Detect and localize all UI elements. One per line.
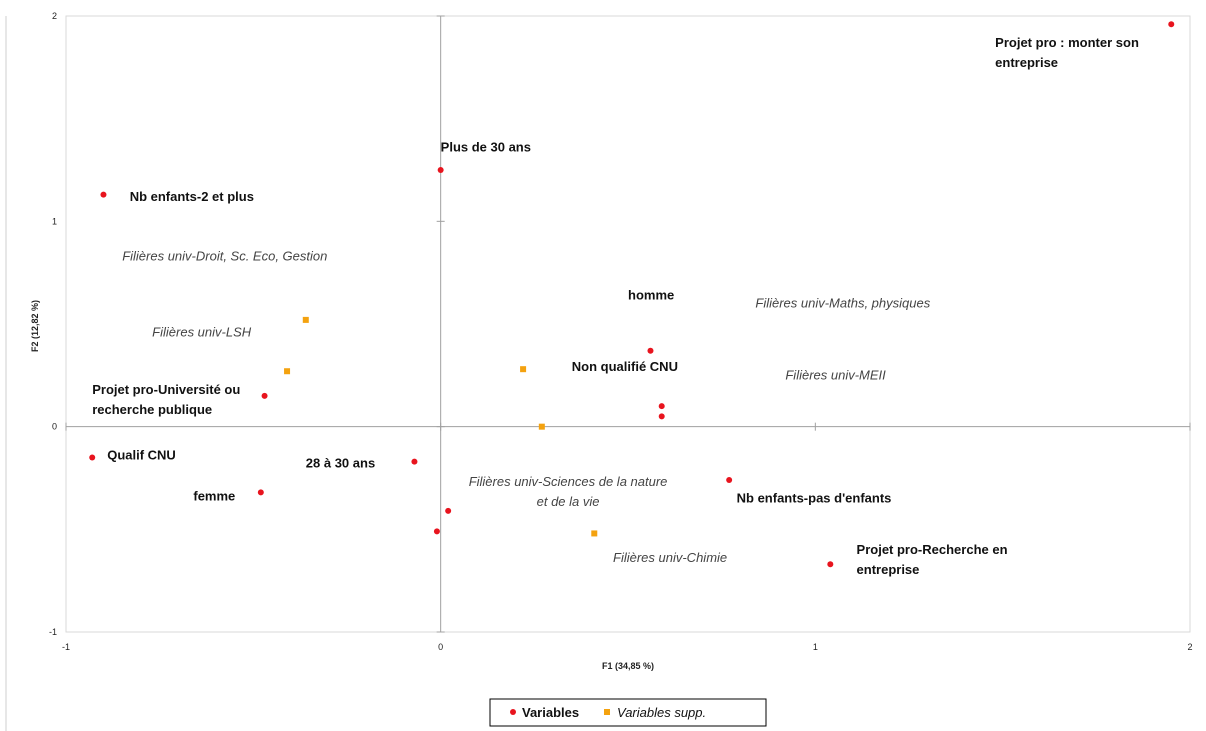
point-label: Filières univ-Sciences de la nature et de… bbox=[469, 474, 668, 509]
point-variables bbox=[658, 413, 665, 420]
point-variables-supp bbox=[538, 423, 545, 430]
point-label: Filières univ-Chimie bbox=[613, 550, 727, 565]
x-tick-label: 2 bbox=[1187, 642, 1192, 652]
point-label: Filières univ-MEII bbox=[785, 367, 886, 382]
point-variables bbox=[437, 167, 444, 173]
point-variables bbox=[1168, 21, 1175, 28]
point-label: Plus de 30 ans bbox=[441, 140, 531, 155]
y-tick-label: -1 bbox=[49, 627, 57, 637]
point-label: homme bbox=[628, 287, 674, 302]
y-tick-label: 2 bbox=[52, 11, 57, 21]
plot-area-border bbox=[65, 15, 1191, 633]
point-label: Filières univ-Droit, Sc. Eco, Gestion bbox=[122, 248, 327, 263]
legend-label-variables: Variables bbox=[522, 705, 579, 720]
point-variables bbox=[257, 489, 264, 496]
x-tick-label: -1 bbox=[62, 642, 70, 652]
point-label: Projet pro-Recherche en entreprise bbox=[857, 542, 1008, 577]
point-label: Nb enfants-pas d'enfants bbox=[737, 491, 892, 506]
point-label: Non qualifié CNU bbox=[572, 359, 678, 374]
legend-label-variables-supp: Variables supp. bbox=[617, 705, 706, 720]
point-variables-supp bbox=[520, 366, 527, 373]
point-variables bbox=[100, 191, 107, 198]
x-tick-label: 1 bbox=[813, 642, 818, 652]
point-variables bbox=[445, 507, 452, 514]
point-label: Qualif CNU bbox=[107, 448, 176, 463]
point-labels: Projet pro : monter son entreprise Plus de… bbox=[92, 35, 1139, 577]
axes bbox=[65, 15, 1191, 633]
point-variables-supp bbox=[591, 530, 598, 537]
point-label: Nb enfants-2 et plus bbox=[130, 189, 254, 204]
point-label: Filières univ-LSH bbox=[152, 324, 252, 339]
data-points bbox=[89, 21, 1175, 568]
x-axis-title: F1 (34,85 %) bbox=[602, 661, 654, 671]
legend-marker-variables bbox=[510, 709, 516, 715]
legend: Variables Variables supp. bbox=[489, 698, 767, 727]
legend-box bbox=[489, 698, 767, 727]
point-variables bbox=[411, 458, 418, 465]
y-axis-title: F2 (12,82 %) bbox=[30, 300, 40, 352]
x-tick-label: 0 bbox=[438, 642, 443, 652]
point-variables bbox=[89, 454, 96, 461]
point-variables bbox=[647, 347, 654, 354]
point-variables bbox=[726, 477, 733, 484]
y-tick-label: 0 bbox=[52, 422, 57, 432]
y-tick-label: 1 bbox=[52, 216, 57, 226]
legend-marker-variables-supp bbox=[604, 709, 610, 715]
point-variables bbox=[827, 561, 834, 568]
point-label: Projet pro-Université ou recherche publiq… bbox=[92, 382, 240, 417]
tick-labels: -1 0 1 2 -1 0 1 2 bbox=[49, 11, 1193, 652]
point-label: Projet pro : monter son entreprise bbox=[995, 35, 1139, 70]
point-label: femme bbox=[193, 489, 235, 504]
point-label: Filières univ-Maths, physiques bbox=[755, 296, 930, 311]
point-label: 28 à 30 ans bbox=[306, 456, 375, 471]
point-variables-supp bbox=[284, 368, 291, 375]
point-variables bbox=[261, 392, 268, 399]
point-variables bbox=[433, 528, 440, 535]
point-variables bbox=[658, 403, 665, 410]
point-variables-supp bbox=[302, 316, 309, 323]
